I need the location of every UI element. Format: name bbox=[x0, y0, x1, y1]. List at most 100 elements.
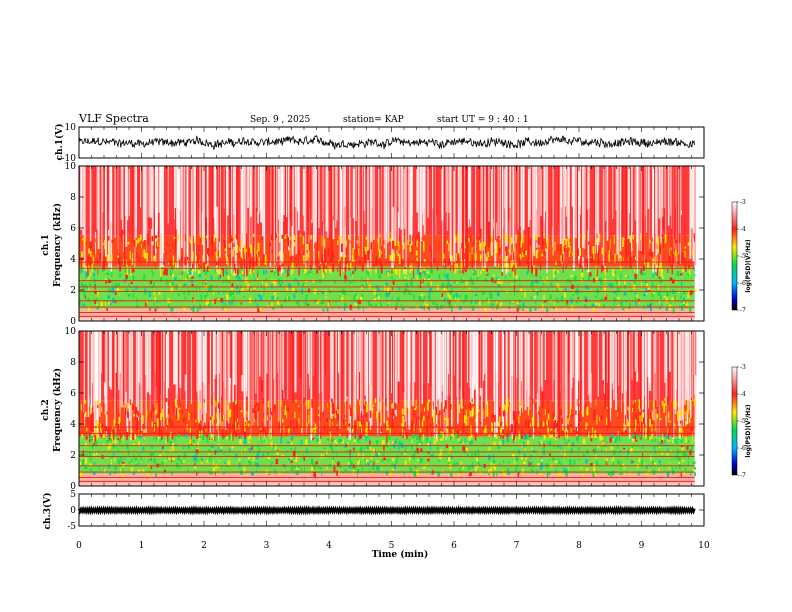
spec2-speckle bbox=[521, 429, 523, 435]
spec1-speckle bbox=[81, 258, 82, 269]
spec1-speckle-low bbox=[82, 303, 85, 306]
spec2-streak bbox=[532, 331, 534, 383]
spec1-speckle bbox=[222, 268, 224, 277]
spec2-speckle-low bbox=[462, 440, 464, 445]
spec2-speckle-low bbox=[187, 445, 190, 450]
spec2-speckle bbox=[203, 425, 205, 435]
spec1-speckle-low bbox=[613, 291, 616, 294]
spec2-speckle-low bbox=[110, 438, 113, 442]
spec1-speckle-low bbox=[680, 281, 683, 286]
spec1-speckle-low bbox=[227, 279, 231, 283]
spec2-streak bbox=[454, 331, 455, 376]
spec2-streak bbox=[667, 331, 669, 377]
spec1-streak bbox=[343, 166, 345, 272]
spec1-speckle bbox=[82, 260, 84, 267]
spec1-speckle bbox=[484, 245, 486, 251]
spec1-speckle bbox=[559, 261, 561, 267]
spec2-speckle bbox=[303, 397, 305, 404]
spec1-speckle-low bbox=[118, 282, 120, 285]
spec1-speckle bbox=[153, 256, 155, 261]
spec2-speckle bbox=[665, 405, 667, 416]
spec1-speckle bbox=[675, 239, 678, 244]
spec1-streak bbox=[83, 166, 84, 258]
spec2-speckle bbox=[626, 422, 628, 425]
spec1-speckle-low bbox=[263, 291, 265, 296]
spec1-streak bbox=[126, 166, 129, 221]
spec2-speckle-low bbox=[555, 460, 558, 463]
spec2-streak bbox=[666, 331, 667, 378]
spec1-speckle bbox=[213, 234, 215, 242]
spec2-speckle bbox=[632, 400, 634, 405]
spec1-speckle bbox=[529, 238, 532, 246]
spec1-speckle-low bbox=[362, 308, 364, 313]
spec1-speckle bbox=[520, 241, 523, 248]
spec1-speckle-low bbox=[321, 291, 325, 295]
spec2-speckle-low bbox=[183, 445, 185, 450]
spec2-speckle-low bbox=[357, 458, 359, 462]
spec1-speckle bbox=[364, 247, 367, 251]
spec1-streak bbox=[522, 166, 525, 231]
spec2-speckle-low bbox=[565, 472, 568, 478]
spec2-streak bbox=[392, 331, 393, 430]
spec1-speckle-low bbox=[186, 274, 189, 280]
spec2-speckle bbox=[594, 430, 596, 438]
spec1-speckle bbox=[263, 254, 265, 262]
spec2-streak bbox=[540, 331, 542, 387]
spec2-speckle bbox=[633, 402, 635, 410]
spec1-speckle-low bbox=[384, 286, 386, 293]
spec1-speckle bbox=[479, 242, 482, 251]
spec2-speckle bbox=[642, 409, 645, 413]
spec2-speckle bbox=[107, 428, 110, 437]
spec1-speckle-low bbox=[514, 274, 516, 276]
spec1-streak bbox=[124, 166, 126, 267]
spec2-speckle-low bbox=[155, 473, 157, 477]
spec1-speckle bbox=[678, 233, 681, 243]
spec1-speckle-low bbox=[426, 277, 428, 280]
spec1-speckle bbox=[137, 244, 138, 249]
spec2-speckle-low bbox=[674, 438, 677, 442]
spec1-streak bbox=[393, 166, 395, 269]
spec1-speckle bbox=[540, 260, 542, 271]
spec2-speckle-low bbox=[441, 470, 444, 473]
spec2-speckle-low bbox=[383, 457, 386, 461]
spec1-speckle-low bbox=[333, 280, 337, 284]
spec1-streak bbox=[640, 166, 642, 252]
spec2-streak bbox=[408, 331, 410, 429]
spec2-speckle-low bbox=[196, 447, 199, 453]
spec2-speckle-low bbox=[666, 451, 669, 456]
spec2-speckle bbox=[502, 408, 503, 415]
spec2-streak bbox=[678, 331, 680, 408]
spec2-speckle-low bbox=[404, 436, 406, 439]
spec2-speckle-low bbox=[501, 438, 504, 442]
spec2-speckle bbox=[607, 426, 609, 431]
spec1-speckle bbox=[219, 249, 221, 252]
spec1-streak bbox=[505, 166, 508, 274]
spec1-speckle-low bbox=[454, 296, 456, 300]
spec1-streak bbox=[226, 166, 229, 216]
spec2-speckle bbox=[638, 410, 640, 420]
spec2-speckle bbox=[662, 432, 664, 443]
spec1-speckle-low bbox=[125, 279, 128, 281]
spec1-speckle-low bbox=[361, 295, 364, 298]
spec1-speckle-low bbox=[620, 273, 622, 279]
spec2-speckle bbox=[211, 397, 213, 406]
spec2-speckle bbox=[449, 430, 451, 440]
spec1-speckle bbox=[607, 241, 609, 250]
spec2-speckle-low bbox=[239, 458, 241, 461]
spec1-speckle bbox=[629, 235, 632, 243]
spec2-speckle-low bbox=[304, 466, 306, 472]
spec1-speckle-low bbox=[633, 278, 636, 281]
spec2-speckle-low bbox=[92, 443, 95, 447]
spec1-speckle-low bbox=[292, 287, 295, 292]
spec1-speckle bbox=[624, 238, 625, 241]
spec2-speckle-low bbox=[354, 464, 357, 470]
spec2-speckle bbox=[513, 431, 516, 440]
spec1-streak bbox=[194, 166, 196, 272]
spec1-speckle bbox=[672, 254, 674, 262]
spec1-speckle bbox=[411, 246, 413, 255]
spec1-speckle bbox=[235, 269, 237, 274]
spec2-speckle-low bbox=[295, 455, 298, 460]
spec1-speckle bbox=[633, 255, 635, 262]
spec2-speckle-low bbox=[117, 447, 119, 452]
spec1-speckle-low bbox=[119, 293, 121, 296]
